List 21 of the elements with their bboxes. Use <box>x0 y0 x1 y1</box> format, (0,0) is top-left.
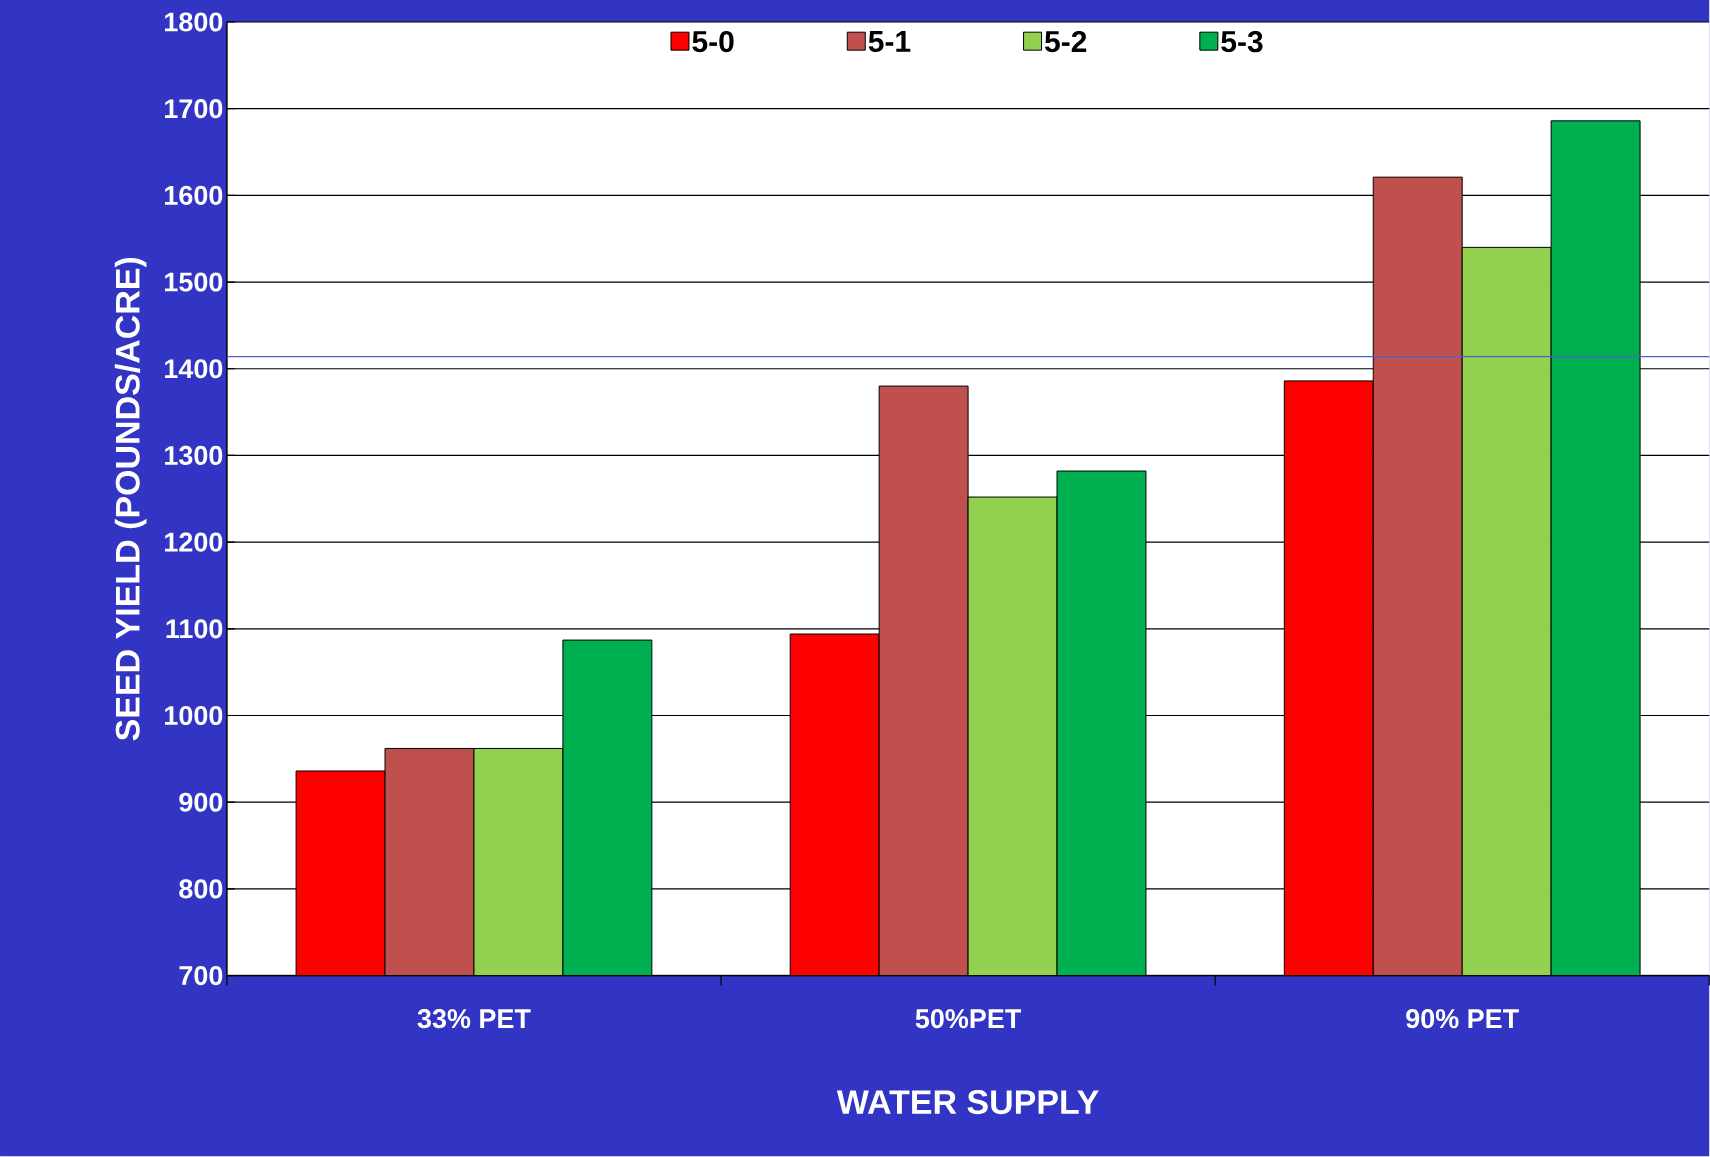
y-tick-label: 800 <box>179 879 223 899</box>
legend-label: 5-2 <box>1044 31 1087 53</box>
y-tick-label: 1100 <box>166 619 223 639</box>
legend-label: 5-3 <box>1221 31 1263 53</box>
legend-label: 5-0 <box>692 31 734 53</box>
y-tick-label: 1300 <box>165 446 223 466</box>
y-tick-label: 1400 <box>165 359 223 379</box>
y-tick-label: 1700 <box>165 99 223 119</box>
y-tick-label: 1000 <box>165 706 223 726</box>
legend-label: 5-1 <box>868 31 911 53</box>
y-tick-label: 1600 <box>165 186 223 206</box>
y-tick-label: 900 <box>179 792 223 813</box>
x-tick-label: 50%PET <box>915 1009 1022 1029</box>
x-tick-label: 90% PET <box>1406 1009 1519 1029</box>
y-tick-label: 1800 <box>165 12 223 32</box>
y-tick-label: 1200 <box>165 532 223 552</box>
y-tick-label: 700 <box>179 966 223 986</box>
x-axis-title: WATER SUPPLY <box>836 1090 1099 1115</box>
x-tick-label: 33% PET <box>417 1009 531 1029</box>
y-tick-label: 1500 <box>165 272 223 292</box>
y-axis-title: SEED YIELD (POUNDS/ACRE) <box>114 258 147 741</box>
